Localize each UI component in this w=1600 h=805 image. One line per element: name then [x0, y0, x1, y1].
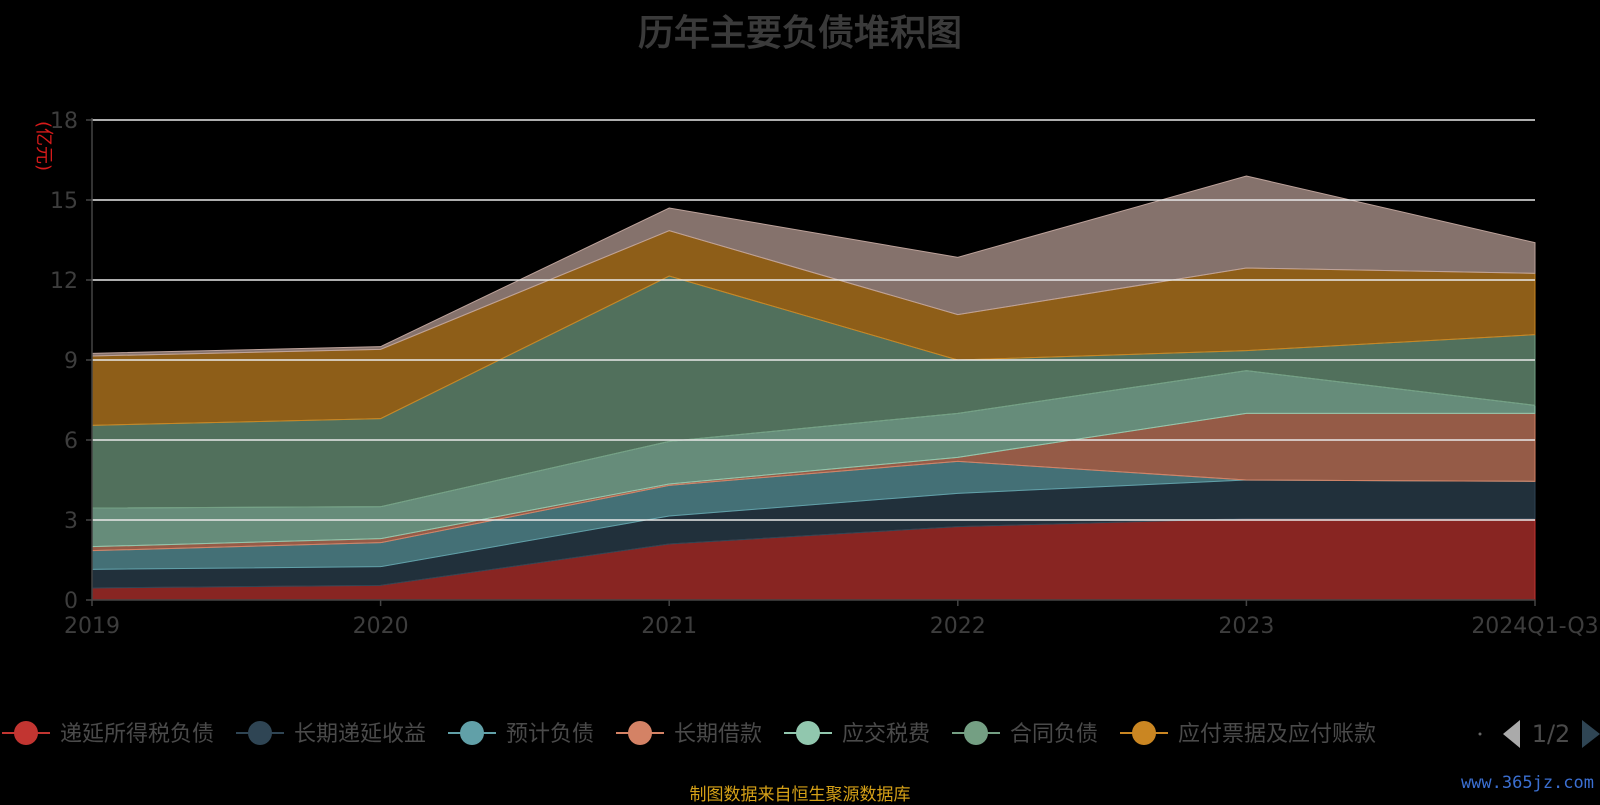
x-tick-label: 2020 — [353, 614, 409, 639]
legend-item-label[interactable]: 合同负债 — [1010, 722, 1098, 747]
legend-item-label[interactable]: 应付票据及应付账款 — [1178, 722, 1376, 747]
legend-page-indicator: 1/2 — [1532, 720, 1571, 748]
y-tick-label: 12 — [50, 269, 78, 294]
legend-item-label[interactable]: 预计负债 — [506, 722, 594, 747]
legend-marker — [248, 721, 272, 745]
legend-item-label[interactable]: 应交税费 — [842, 722, 930, 747]
legend-marker — [460, 721, 484, 745]
x-tick-label: 2019 — [64, 614, 120, 639]
y-tick-label: 18 — [50, 109, 78, 134]
legend-marker — [1132, 721, 1156, 745]
legend-marker — [628, 721, 652, 745]
legend-marker — [964, 721, 988, 745]
legend-item-label[interactable]: 递延所得税负债 — [60, 722, 214, 747]
chart-title: 历年主要负债堆积图 — [637, 13, 962, 54]
x-tick-label: 2024Q1-Q3 — [1471, 614, 1598, 639]
legend-prev-page-icon[interactable] — [1503, 720, 1520, 748]
y-tick-label: 6 — [64, 429, 78, 454]
area-series-7 — [91, 175, 1536, 357]
x-tick-label: 2023 — [1218, 614, 1274, 639]
legend-more-indicator — [1478, 732, 1482, 736]
legend-marker — [796, 721, 820, 745]
y-tick-label: 15 — [50, 189, 78, 214]
y-tick-label: 3 — [64, 509, 78, 534]
watermark: www.365jz.com — [1460, 773, 1594, 793]
legend-next-page-icon[interactable] — [1582, 720, 1600, 748]
y-axis-label: (亿元) — [33, 121, 54, 171]
legend-item-label[interactable]: 长期递延收益 — [294, 722, 426, 747]
x-tick-label: 2021 — [641, 614, 697, 639]
legend-item-label[interactable]: 长期借款 — [674, 722, 762, 747]
data-source-note: 制图数据来自恒生聚源数据库 — [689, 785, 911, 805]
y-tick-label: 9 — [64, 349, 78, 374]
legend-marker — [14, 721, 38, 745]
x-tick-label: 2022 — [930, 614, 986, 639]
y-tick-label: 0 — [64, 589, 78, 614]
